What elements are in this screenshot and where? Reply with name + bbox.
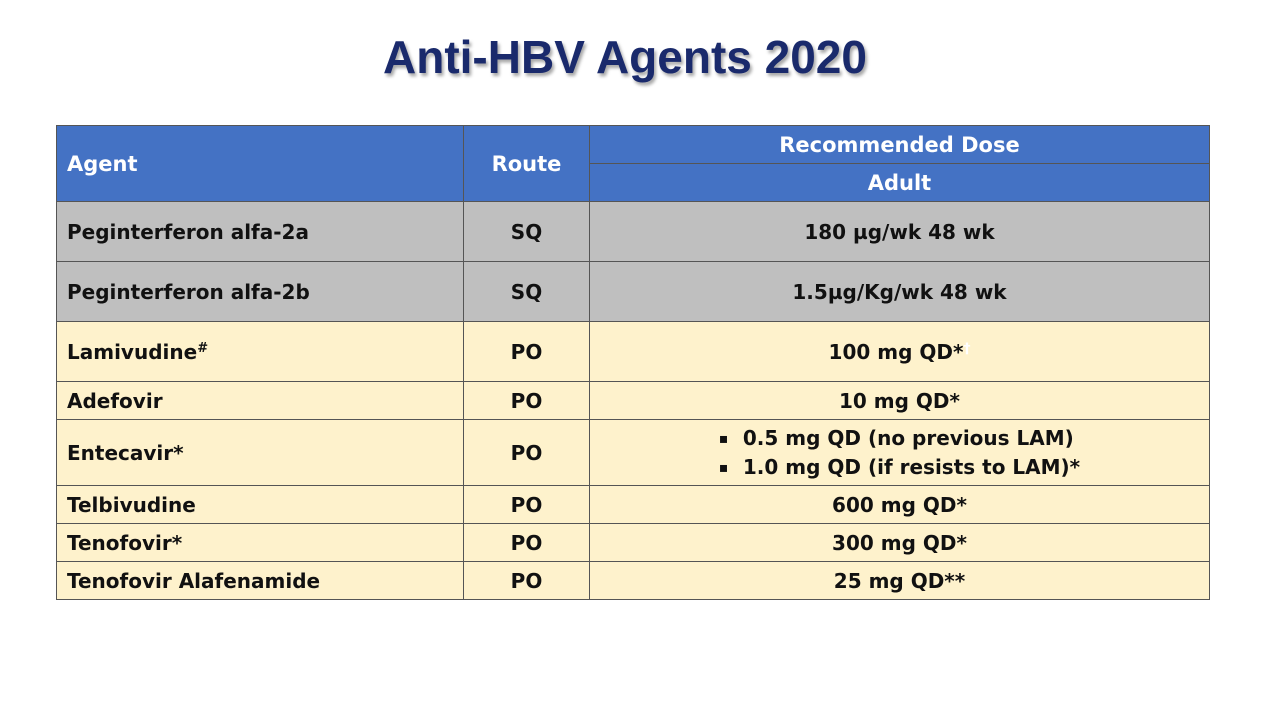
table-row: Tenofovir* PO 300 mg QD*: [56, 523, 1210, 562]
agent-name: Tenofovir Alafenamide: [67, 568, 321, 593]
dose-bullet-item: ▪ 0.5 mg QD (no previous LAM): [719, 424, 1080, 453]
table-row: Lamivudine# PO 100 mg QD*†: [56, 321, 1210, 382]
agent-name: Lamivudine: [67, 339, 198, 364]
dose-text: 10 mg QD*: [839, 388, 960, 413]
header-adult: Adult: [589, 163, 1210, 202]
agent-cell: Peginterferon alfa-2b: [56, 261, 464, 322]
agent-name: Peginterferon alfa-2a: [67, 219, 309, 244]
agent-cell: Peginterferon alfa-2a: [56, 201, 464, 262]
agent-name: Telbivudine: [67, 492, 196, 517]
dose-bullet-item: ▪ 1.0 mg QD (if resists to LAM)*: [719, 453, 1080, 482]
dose-cell: 10 mg QD*: [589, 381, 1210, 420]
slide-title: Anti-HBV Agents 2020: [383, 31, 867, 83]
agent-cell: Tenofovir*: [56, 523, 464, 562]
dose-cell: 600 mg QD*: [589, 485, 1210, 524]
dose-cell: 180 µg/wk 48 wk: [589, 201, 1210, 262]
header-agent: Agent: [56, 125, 464, 202]
header-recommended-dose: Recommended Dose: [589, 125, 1210, 164]
table-row: Adefovir PO 10 mg QD*: [56, 381, 1210, 420]
agent-name: Entecavir*: [67, 440, 184, 465]
agent-cell: Tenofovir Alafenamide: [56, 561, 464, 600]
agent-cell: Telbivudine: [56, 485, 464, 524]
dose-text: 25 mg QD**: [833, 568, 966, 593]
dose-text: 1.5µg/Kg/wk 48 wk: [792, 279, 1007, 304]
dose-cell: ▪ 0.5 mg QD (no previous LAM) ▪ 1.0 mg QD (…: [589, 419, 1210, 486]
dose-cell: 25 mg QD**: [589, 561, 1210, 600]
dose-cell: 100 mg QD*†: [589, 321, 1210, 382]
dose-text: 1.0 mg QD (if resists to LAM)*: [742, 454, 1081, 479]
dose-text: 0.5 mg QD (no previous LAM): [742, 425, 1074, 450]
route-cell: PO: [463, 381, 590, 420]
route-cell: SQ: [463, 261, 590, 322]
agent-name: Tenofovir*: [67, 530, 183, 555]
square-bullet-icon: ▪: [718, 430, 729, 447]
table-row: Telbivudine PO 600 mg QD*: [56, 485, 1210, 524]
dose-cell: 1.5µg/Kg/wk 48 wk: [589, 261, 1210, 322]
table-body: Peginterferon alfa-2a SQ 180 µg/wk 48 wk Pe…: [56, 201, 1210, 600]
route-cell: PO: [463, 561, 590, 600]
dose-text: 300 mg QD*: [832, 530, 967, 555]
square-bullet-icon: ▪: [718, 459, 729, 476]
dose-cell: 300 mg QD*: [589, 523, 1210, 562]
dagger-footnote-mark: †: [963, 340, 971, 357]
table-row: Peginterferon alfa-2a SQ 180 µg/wk 48 wk: [56, 201, 1210, 262]
agent-cell: Entecavir*: [56, 419, 464, 486]
route-cell: SQ: [463, 201, 590, 262]
table-row: Peginterferon alfa-2b SQ 1.5µg/Kg/wk 48 wk: [56, 261, 1210, 322]
route-cell: PO: [463, 523, 590, 562]
agent-cell: Lamivudine#: [56, 321, 464, 382]
route-cell: PO: [463, 321, 590, 382]
dose-text: 600 mg QD*: [832, 492, 967, 517]
route-cell: PO: [463, 485, 590, 524]
table-row: Tenofovir Alafenamide PO 25 mg QD**: [56, 561, 1210, 600]
anti-hbv-table: Agent Route Recommended Dose Adult Pegin…: [56, 125, 1210, 600]
route-cell: PO: [463, 419, 590, 486]
dose-bullet-list: ▪ 0.5 mg QD (no previous LAM) ▪ 1.0 mg QD (…: [719, 424, 1080, 482]
agent-cell: Adefovir: [56, 381, 464, 420]
agent-footnote-mark: #: [197, 340, 209, 356]
header-route: Route: [463, 125, 590, 202]
dose-text: 180 µg/wk 48 wk: [804, 219, 995, 244]
table-row: Entecavir* PO ▪ 0.5 mg QD (no previous LAM)…: [56, 419, 1210, 486]
dose-text: 100 mg QD*: [828, 339, 964, 364]
agent-name: Adefovir: [67, 388, 163, 413]
agent-name: Peginterferon alfa-2b: [67, 279, 310, 304]
